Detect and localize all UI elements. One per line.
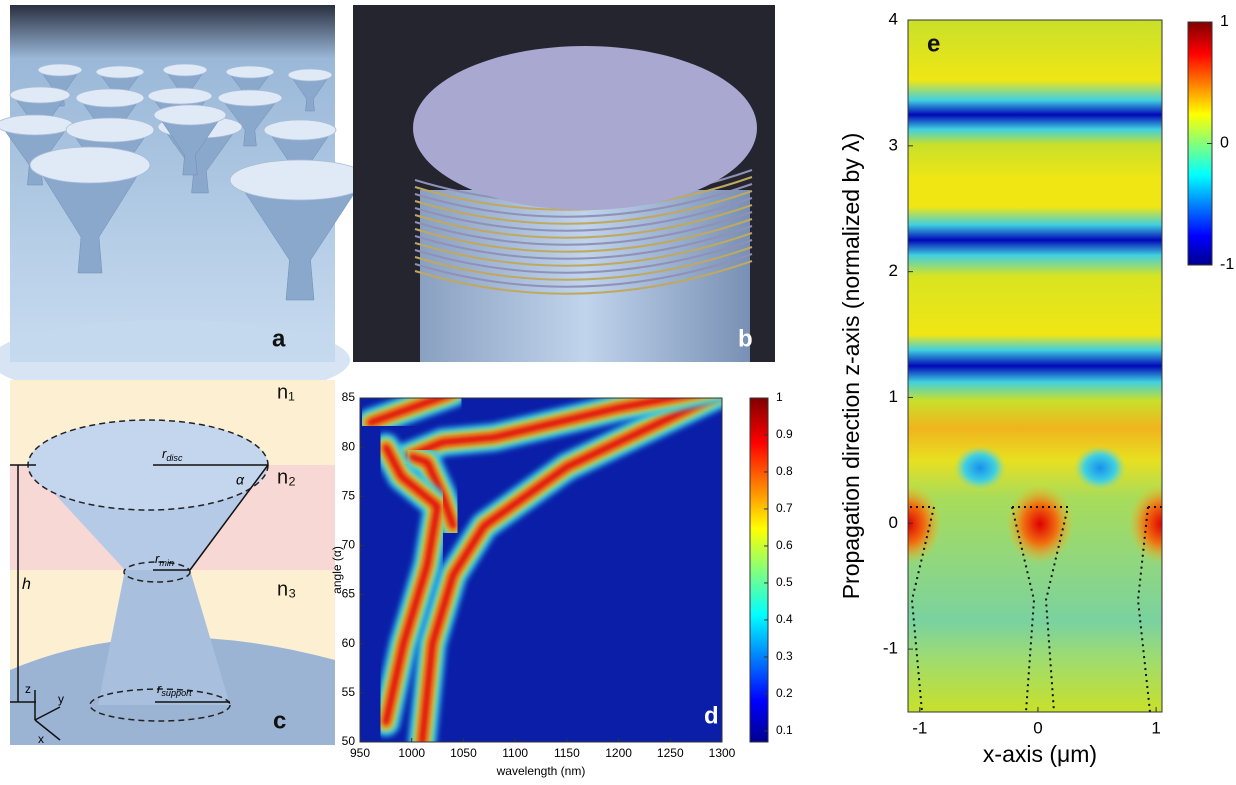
- disc-top: [30, 147, 150, 183]
- colorbar: [750, 398, 768, 742]
- axis-label: y: [58, 692, 64, 706]
- y-tick-label: 2: [889, 261, 898, 280]
- disc-top: [226, 66, 274, 78]
- r-disc-label-sub: disc: [166, 453, 183, 463]
- colorbar-tick-label: 0.2: [776, 686, 793, 700]
- colorbar-tick-label: 1: [776, 390, 783, 404]
- colorbar-tick-label: 0.3: [776, 649, 793, 663]
- cool-spot: [1074, 446, 1126, 490]
- x-tick-label: -1: [912, 718, 927, 737]
- medium-label: n₂: [277, 466, 296, 488]
- disc-top: [66, 118, 154, 142]
- y-tick-label: 0: [889, 513, 898, 532]
- colorbar-tick-label: 0.6: [776, 538, 793, 552]
- colorbar-tick-label: -1: [1220, 256, 1234, 273]
- y-tick-label: 75: [342, 488, 356, 502]
- panel-label: b: [738, 325, 753, 352]
- y-tick-label: 50: [342, 734, 356, 748]
- y-tick-label: 3: [889, 135, 898, 154]
- field-map: [908, 20, 1162, 712]
- y-tick-label: 85: [342, 390, 356, 404]
- x-tick-label: 1150: [554, 746, 580, 760]
- x-axis-label: x-axis (μm): [983, 741, 1097, 767]
- disc-top: [10, 87, 70, 103]
- x-tick-label: 1100: [502, 746, 528, 760]
- panel-label: e: [927, 30, 940, 57]
- y-tick-label: 4: [889, 9, 898, 28]
- y-tick-label: -1: [883, 639, 898, 658]
- disc-top: [38, 64, 82, 76]
- disc-top: [0, 115, 73, 135]
- cool-spot: [954, 446, 1006, 490]
- colorbar-tick-label: 0.9: [776, 427, 793, 441]
- colorbar-tick-label: 1: [1220, 13, 1229, 30]
- y-tick-label: 1: [889, 387, 898, 406]
- disc-top: [288, 69, 332, 81]
- panel-label: a: [272, 325, 286, 352]
- x-tick-label: 1250: [657, 746, 684, 760]
- x-axis-label: wavelength (nm): [496, 764, 586, 778]
- x-tick-label: 1300: [709, 746, 736, 760]
- x-tick-label: 1: [1151, 718, 1160, 737]
- colorbar-tick-label: 0.1: [776, 723, 793, 737]
- disc-top: [230, 160, 370, 200]
- colorbar-tick-label: 0.7: [776, 501, 793, 515]
- medium-label: n₁: [277, 381, 295, 403]
- x-tick-label: 1050: [450, 746, 477, 760]
- colorbar-tick-label: 0: [1220, 135, 1229, 152]
- disc-top: [264, 120, 336, 140]
- disc-top: [76, 89, 144, 107]
- colorbar-tick-label: 0.8: [776, 464, 793, 478]
- disc-top: [148, 88, 212, 104]
- x-tick-label: 1200: [605, 746, 632, 760]
- axis-label: z: [25, 682, 31, 696]
- medium-label: n₃: [277, 578, 296, 600]
- x-tick-label: 0: [1033, 718, 1042, 737]
- height-label: h: [22, 576, 31, 593]
- disc-top: [154, 105, 226, 125]
- r-support-label-sub: support: [161, 688, 192, 698]
- cylinder-top: [413, 46, 757, 210]
- y-tick-label: 60: [342, 636, 356, 650]
- y-tick-label: 55: [342, 685, 356, 699]
- colorbar-tick-label: 0.5: [776, 575, 793, 589]
- panel-label: c: [273, 707, 286, 734]
- colorbar-tick-label: 0.4: [776, 612, 793, 626]
- x-tick-label: 950: [350, 746, 370, 760]
- axis-label: x: [38, 732, 44, 746]
- figure: abn₁n₂n₃rdiscαrminhrsupportzyxc950100010…: [0, 0, 1236, 780]
- r-min-label-sub: min: [159, 558, 174, 568]
- angle-label: α: [236, 472, 245, 488]
- disc-top: [163, 64, 207, 76]
- disc-top: [218, 90, 282, 106]
- x-tick-label: 1000: [398, 746, 425, 760]
- panel-label: d: [704, 702, 719, 729]
- y-axis-label: angle (α): [330, 546, 344, 594]
- y-axis-label: Propagation direction z-axis (normalized…: [838, 133, 864, 600]
- y-tick-label: 80: [342, 439, 356, 453]
- disc-top: [96, 66, 144, 78]
